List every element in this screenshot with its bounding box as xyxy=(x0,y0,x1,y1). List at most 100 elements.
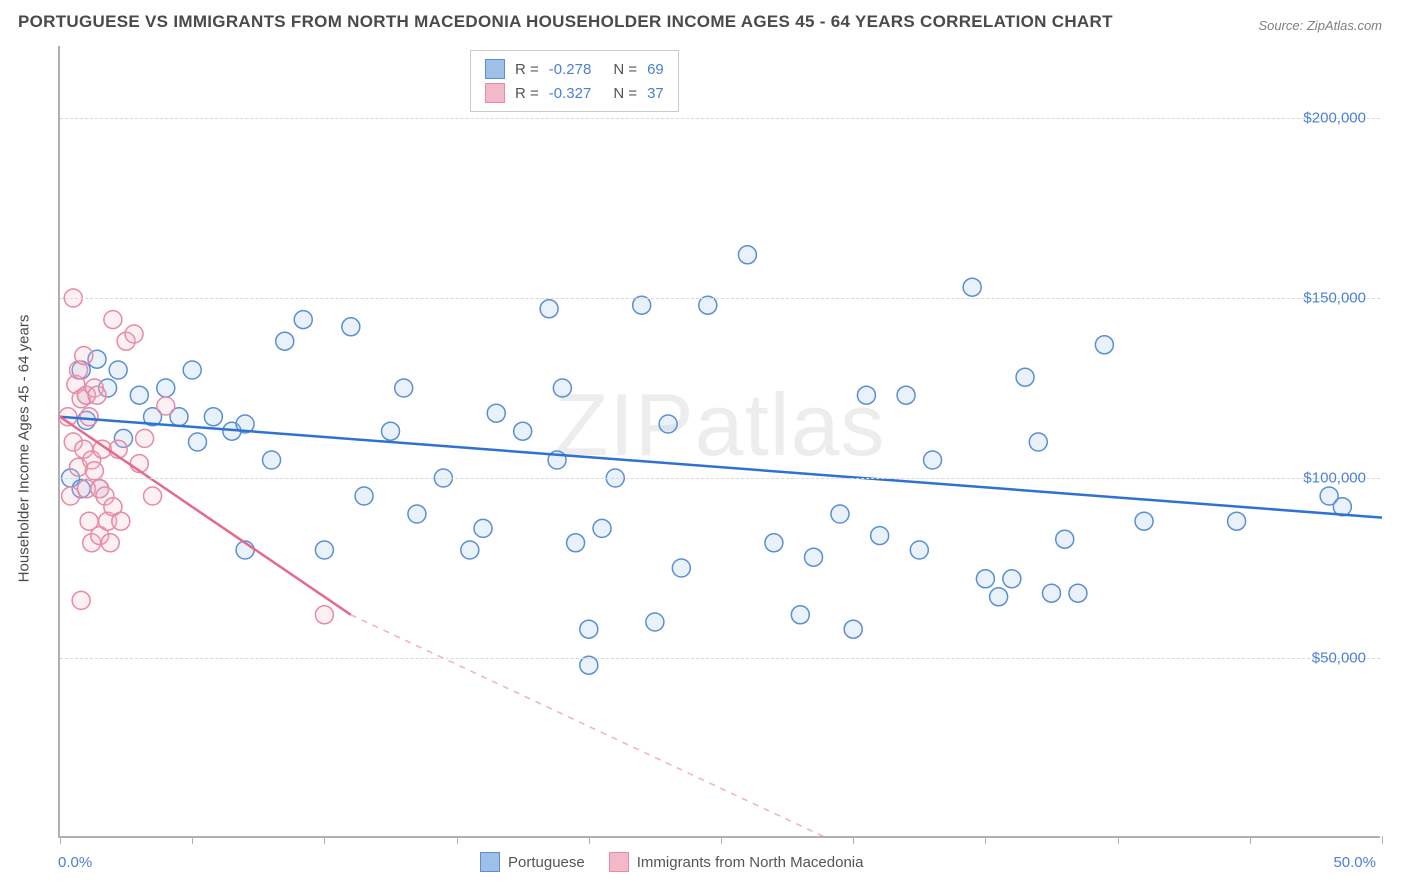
data-point xyxy=(738,246,756,264)
data-point xyxy=(101,534,119,552)
data-point xyxy=(593,519,611,537)
chart-title: PORTUGUESE VS IMMIGRANTS FROM NORTH MACE… xyxy=(18,12,1113,32)
data-point xyxy=(408,505,426,523)
y-axis-label: Householder Income Ages 45 - 64 years xyxy=(16,315,33,583)
data-point xyxy=(315,541,333,559)
data-point xyxy=(136,429,154,447)
legend-swatch xyxy=(485,83,505,103)
data-point xyxy=(990,588,1008,606)
data-point xyxy=(355,487,373,505)
data-point xyxy=(1095,336,1113,354)
legend-series-label: Immigrants from North Macedonia xyxy=(637,854,864,871)
gridline-h xyxy=(60,118,1380,119)
data-point xyxy=(1056,530,1074,548)
legend-r-label: R = xyxy=(515,85,539,102)
legend-r-label: R = xyxy=(515,61,539,78)
legend-swatch xyxy=(485,59,505,79)
y-tick-label: $200,000 xyxy=(1303,110,1366,127)
legend-n-label: N = xyxy=(613,61,637,78)
legend-series-item: Portuguese xyxy=(480,852,585,872)
data-point xyxy=(924,451,942,469)
data-point xyxy=(805,548,823,566)
data-point xyxy=(276,332,294,350)
x-tick xyxy=(589,836,590,844)
data-point xyxy=(342,318,360,336)
data-point xyxy=(88,386,106,404)
data-point xyxy=(188,433,206,451)
x-tick xyxy=(60,836,61,844)
data-point xyxy=(831,505,849,523)
x-axis-min-label: 0.0% xyxy=(58,854,92,871)
data-point xyxy=(963,278,981,296)
legend-correlation-row: R =-0.278N =69 xyxy=(485,57,664,81)
data-point xyxy=(1016,368,1034,386)
legend-series-label: Portuguese xyxy=(508,854,585,871)
legend-correlation: R =-0.278N =69R =-0.327N =37 xyxy=(470,50,679,112)
data-point xyxy=(75,347,93,365)
data-point xyxy=(487,404,505,422)
data-point xyxy=(567,534,585,552)
legend-series-item: Immigrants from North Macedonia xyxy=(609,852,864,872)
plot-area: ZIPatlas $50,000$100,000$150,000$200,000 xyxy=(58,46,1380,838)
data-point xyxy=(130,386,148,404)
data-point xyxy=(791,606,809,624)
data-point xyxy=(580,620,598,638)
x-tick xyxy=(1250,836,1251,844)
data-point xyxy=(844,620,862,638)
data-point xyxy=(80,408,98,426)
data-point xyxy=(910,541,928,559)
data-point xyxy=(1135,512,1153,530)
data-point xyxy=(765,534,783,552)
data-point xyxy=(553,379,571,397)
data-point xyxy=(672,559,690,577)
x-axis-max-label: 50.0% xyxy=(1333,854,1376,871)
data-point xyxy=(112,512,130,530)
y-tick-label: $150,000 xyxy=(1303,290,1366,307)
data-point xyxy=(646,613,664,631)
data-point xyxy=(183,361,201,379)
legend-n-value: 37 xyxy=(647,85,664,102)
data-point xyxy=(315,606,333,624)
data-point xyxy=(659,415,677,433)
legend-n-value: 69 xyxy=(647,61,664,78)
data-point xyxy=(857,386,875,404)
data-point xyxy=(157,397,175,415)
data-point xyxy=(263,451,281,469)
data-point xyxy=(72,591,90,609)
data-point xyxy=(204,408,222,426)
data-point xyxy=(897,386,915,404)
gridline-h xyxy=(60,478,1380,479)
data-point xyxy=(474,519,492,537)
data-point xyxy=(395,379,413,397)
legend-swatch xyxy=(480,852,500,872)
data-point xyxy=(461,541,479,559)
data-point xyxy=(514,422,532,440)
gridline-h xyxy=(60,658,1380,659)
x-tick xyxy=(721,836,722,844)
legend-n-label: N = xyxy=(613,85,637,102)
data-point xyxy=(871,527,889,545)
data-point xyxy=(1228,512,1246,530)
data-point xyxy=(540,300,558,318)
data-point xyxy=(144,487,162,505)
legend-correlation-row: R =-0.327N =37 xyxy=(485,81,664,105)
data-point xyxy=(382,422,400,440)
x-tick xyxy=(324,836,325,844)
plot-svg xyxy=(60,46,1380,836)
data-point xyxy=(1043,584,1061,602)
gridline-h xyxy=(60,298,1380,299)
x-tick xyxy=(1118,836,1119,844)
legend-series: Portuguese Immigrants from North Macedoni… xyxy=(480,852,863,872)
data-point xyxy=(1003,570,1021,588)
data-point xyxy=(1069,584,1087,602)
y-tick-label: $50,000 xyxy=(1312,650,1366,667)
legend-swatch xyxy=(609,852,629,872)
x-tick xyxy=(457,836,458,844)
data-point xyxy=(104,311,122,329)
x-tick xyxy=(985,836,986,844)
trend-line-extrapolated xyxy=(351,615,827,838)
data-point xyxy=(294,311,312,329)
x-tick xyxy=(192,836,193,844)
data-point xyxy=(157,379,175,397)
trend-line xyxy=(60,417,1382,518)
